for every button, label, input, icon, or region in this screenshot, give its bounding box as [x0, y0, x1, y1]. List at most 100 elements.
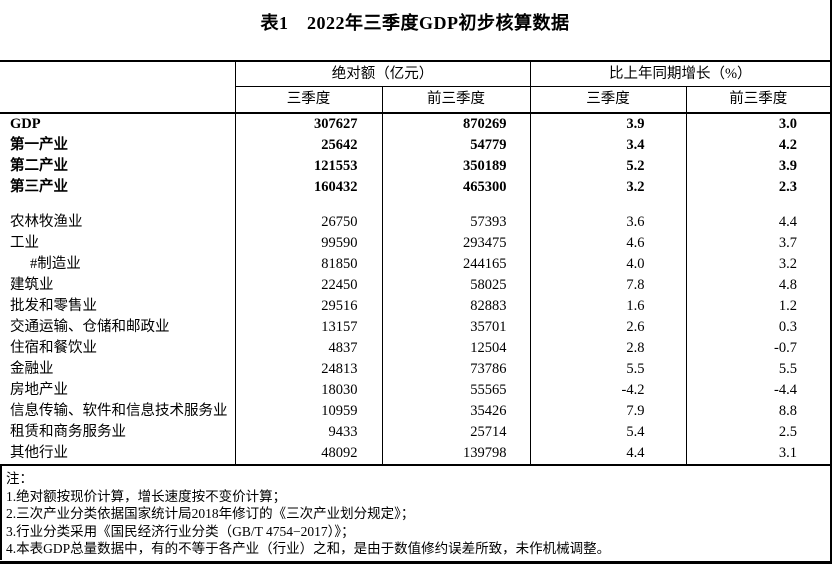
row-label: 第三产业: [10, 179, 68, 196]
table-row: 其他行业 48092 139798 4.4 3.1: [0, 443, 830, 465]
cell-value: 4.4: [685, 212, 830, 233]
cell-value: 307627: [234, 113, 382, 135]
cell-value: 48092: [234, 443, 382, 465]
cell-value: 5.4: [529, 422, 686, 443]
cell-value: 12504: [381, 338, 530, 359]
empty-cell: [234, 198, 382, 212]
table-title: 表1 2022年三季度GDP初步核算数据: [260, 13, 570, 33]
cell-value: 7.9: [529, 401, 686, 422]
cell-value: 54779: [381, 135, 530, 156]
header-sub-row: 三季度 前三季度 三季度 前三季度: [0, 86, 830, 114]
row-label: 其他行业: [10, 445, 68, 462]
spacer-row: [0, 198, 830, 212]
table-row: 建筑业 22450 58025 7.8 4.8: [0, 275, 830, 296]
row-label-header-cell: [0, 61, 235, 114]
subheader-abs-first3q: 前三季度: [381, 86, 530, 114]
table-row: 信息传输、软件和信息技术服务业 10959 35426 7.9 8.8: [0, 401, 830, 422]
row-label: GDP: [10, 116, 41, 133]
cell-value: 73786: [381, 359, 530, 380]
cell-value: 160432: [234, 177, 382, 198]
row-label: 交通运输、仓储和邮政业: [10, 319, 170, 336]
table-row: 第一产业 25642 54779 3.4 4.2: [0, 135, 830, 156]
cell-value: 3.1: [685, 443, 830, 465]
cell-value: 81850: [234, 254, 382, 275]
cell-value: 3.7: [685, 233, 830, 254]
cell-value: 4.8: [685, 275, 830, 296]
table-body: GDP 307627 870269 3.9 3.0 第一产业 25642 54779 3.4 4.…: [0, 113, 830, 465]
subheader-growth-first3q: 前三季度: [685, 86, 830, 114]
note-line: 4.本表GDP总量数据中，有的不等于各产业（行业）之和，是由于数值修约误差所致，…: [6, 541, 611, 556]
cell-value: 3.4: [529, 135, 686, 156]
cell-value: -4.4: [685, 380, 830, 401]
cell-value: 29516: [234, 296, 382, 317]
cell-value: 3.2: [529, 177, 686, 198]
note-line: 3.行业分类采用《国民经济行业分类（GB/T 4754−2017）》；: [6, 523, 355, 539]
cell-value: 121553: [234, 156, 382, 177]
header-group-row: 绝对额（亿元） 比上年同期增长（%）: [0, 61, 830, 114]
cell-value: 465300: [381, 177, 530, 198]
cell-value: 4.6: [529, 233, 686, 254]
table-row: 批发和零售业 29516 82883 1.6 1.2: [0, 296, 830, 317]
subheader-abs-q3: 三季度: [234, 86, 382, 114]
cell-value: 2.5: [685, 422, 830, 443]
col-group-absolute-amount: 绝对额（亿元）: [234, 61, 530, 87]
row-label: #制造业: [30, 256, 81, 273]
row-label: 房地产业: [10, 382, 68, 399]
cell-value: 99590: [234, 233, 382, 254]
cell-value: 244165: [381, 254, 530, 275]
empty-cell: [0, 198, 235, 212]
row-label: 住宿和餐饮业: [10, 340, 97, 357]
cell-value: 9433: [234, 422, 382, 443]
gdp-table: 绝对额（亿元） 比上年同期增长（%） 三季度 前三季度 三季度 前三季度 GDP…: [0, 60, 830, 466]
cell-value: 293475: [381, 233, 530, 254]
cell-value: 870269: [381, 113, 530, 135]
table-row: 农林牧渔业 26750 57393 3.6 4.4: [0, 212, 830, 233]
cell-value: 0.3: [685, 317, 830, 338]
cell-value: 18030: [234, 380, 382, 401]
cell-value: 5.2: [529, 156, 686, 177]
cell-value: 1.2: [685, 296, 830, 317]
table-row: #制造业 81850 244165 4.0 3.2: [0, 254, 830, 275]
table-row: 租赁和商务服务业 9433 25714 5.4 2.5: [0, 422, 830, 443]
row-label: 第一产业: [10, 137, 68, 154]
row-label: 建筑业: [10, 277, 54, 294]
row-label: 租赁和商务服务业: [10, 424, 126, 441]
cell-value: 25642: [234, 135, 382, 156]
cell-value: 3.9: [529, 113, 686, 135]
cell-value: 3.9: [685, 156, 830, 177]
cell-value: 4837: [234, 338, 382, 359]
table-row: 工业 99590 293475 4.6 3.7: [0, 233, 830, 254]
empty-cell: [381, 198, 530, 212]
note-line: 2.三次产业分类依据国家统计局2018年修订的《三次产业划分规定》；: [6, 506, 415, 521]
cell-value: 8.8: [685, 401, 830, 422]
cell-value: 57393: [381, 212, 530, 233]
note-line: 1.绝对额按现价计算，增长速度按不变价计算；: [6, 488, 287, 504]
cell-value: 5.5: [529, 359, 686, 380]
cell-value: 13157: [234, 317, 382, 338]
table-row: 房地产业 18030 55565 -4.2 -4.4: [0, 380, 830, 401]
row-label: 工业: [10, 235, 39, 252]
table-row: 金融业 24813 73786 5.5 5.5: [0, 359, 830, 380]
cell-value: 26750: [234, 212, 382, 233]
row-label: 金融业: [10, 361, 54, 378]
cell-value: 4.0: [529, 254, 686, 275]
table-header: 绝对额（亿元） 比上年同期增长（%） 三季度 前三季度 三季度 前三季度: [0, 61, 830, 114]
cell-value: 1.6: [529, 296, 686, 317]
cell-value: 10959: [234, 401, 382, 422]
cell-value: 2.6: [529, 317, 686, 338]
cell-value: 58025: [381, 275, 530, 296]
cell-value: 82883: [381, 296, 530, 317]
table-row: 第三产业 160432 465300 3.2 2.3: [0, 177, 830, 198]
empty-cell: [685, 198, 830, 212]
cell-value: 22450: [234, 275, 382, 296]
cell-value: 3.2: [685, 254, 830, 275]
cell-value: 35701: [381, 317, 530, 338]
table-row: GDP 307627 870269 3.9 3.0: [0, 113, 830, 135]
cell-value: 4.2: [685, 135, 830, 156]
cell-value: 350189: [381, 156, 530, 177]
table-row: 住宿和餐饮业 4837 12504 2.8 -0.7: [0, 338, 830, 359]
notes-heading: 注：: [6, 471, 33, 486]
cell-value: 35426: [381, 401, 530, 422]
cell-value: 2.8: [529, 338, 686, 359]
cell-value: 3.0: [685, 113, 830, 135]
